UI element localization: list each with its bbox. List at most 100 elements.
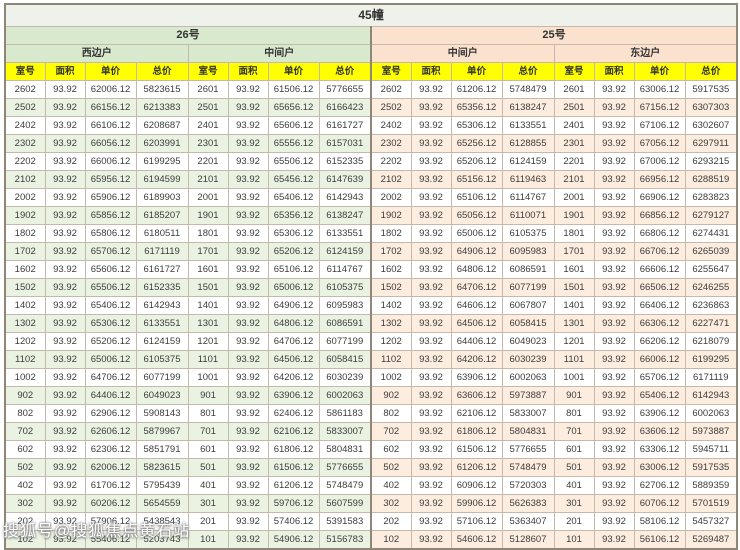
area-cell: 93.92 [410, 314, 452, 333]
room-cell: 301 [553, 494, 595, 513]
unit-price-cell: 65856.12 [84, 206, 137, 225]
total-price-cell: 6199295 [684, 350, 738, 369]
total-price-cell: 6189903 [135, 188, 189, 207]
room-cell: 101 [187, 530, 229, 550]
area-cell: 93.92 [410, 260, 452, 279]
room-cell: 2301 [187, 134, 229, 153]
total-price-cell: 6302607 [684, 116, 738, 135]
area-cell: 93.92 [410, 296, 452, 315]
room-cell: 201 [187, 512, 229, 531]
unit-price-cell: 67156.12 [633, 98, 686, 117]
unit-price-cell: 64906.12 [267, 296, 320, 315]
unit-price-cell: 65156.12 [450, 170, 503, 189]
unit-price-cell: 55406.12 [84, 530, 137, 550]
table-row: 402 93.92 61706.12 5795439 401 93.92 61206.12 5… [4, 476, 738, 495]
unit-price-cell: 64506.12 [267, 350, 320, 369]
room-cell: 1702 [370, 242, 412, 261]
total-price-cell: 6171119 [684, 368, 738, 387]
unit-price-cell: 66506.12 [633, 278, 686, 297]
area-cell: 93.92 [227, 188, 269, 207]
total-price-cell: 5748479 [501, 458, 555, 477]
unit-price-cell: 62006.12 [84, 80, 137, 99]
area-cell: 93.92 [44, 512, 86, 531]
total-price-cell: 5917535 [684, 80, 738, 99]
unit-price-cell: 65456.12 [267, 170, 320, 189]
unit-price-cell: 54606.12 [450, 530, 503, 550]
room-cell: 1601 [553, 260, 595, 279]
room-cell: 1101 [553, 350, 595, 369]
room-cell: 2001 [553, 188, 595, 207]
total-price-cell: 6124159 [318, 242, 372, 261]
room-cell: 302 [370, 494, 412, 513]
area-cell: 93.92 [410, 476, 452, 495]
area-cell: 93.92 [44, 188, 86, 207]
total-price-cell: 6307303 [684, 98, 738, 117]
unit-price-cell: 61506.12 [267, 80, 320, 99]
area-cell: 93.92 [227, 116, 269, 135]
area-cell: 93.92 [44, 314, 86, 333]
group-header-25: 25号 [369, 26, 738, 45]
column-header-room: 室号 [553, 62, 595, 81]
unit-price-cell: 60706.12 [633, 494, 686, 513]
area-cell: 93.92 [410, 368, 452, 387]
area-cell: 93.92 [593, 458, 635, 477]
area-cell: 93.92 [44, 458, 86, 477]
area-cell: 93.92 [44, 260, 86, 279]
area-cell: 93.92 [44, 278, 86, 297]
room-cell: 2601 [187, 80, 229, 99]
room-cell: 1901 [187, 206, 229, 225]
room-cell: 901 [553, 386, 595, 405]
unit-price-cell: 65006.12 [84, 350, 137, 369]
column-header-unit-price: 单价 [633, 62, 686, 81]
total-price-cell: 6255647 [684, 260, 738, 279]
room-cell: 2401 [553, 116, 595, 135]
unit-type-header-middle-26: 中间户 [187, 44, 372, 63]
total-price-cell: 5973887 [684, 422, 738, 441]
total-price-cell: 5720303 [501, 476, 555, 495]
unit-price-cell: 59906.12 [450, 494, 503, 513]
area-cell: 93.92 [593, 512, 635, 531]
total-price-cell: 5607599 [318, 494, 372, 513]
room-cell: 2302 [4, 134, 46, 153]
total-price-cell: 6124159 [501, 152, 555, 171]
area-cell: 93.92 [410, 134, 452, 153]
total-price-cell: 6105375 [318, 278, 372, 297]
column-header-unit-price: 单价 [267, 62, 320, 81]
room-cell: 2501 [187, 98, 229, 117]
unit-price-cell: 66406.12 [633, 296, 686, 315]
total-price-cell: 5889359 [684, 476, 738, 495]
total-price-cell: 5795439 [135, 476, 189, 495]
unit-price-cell: 62706.12 [633, 476, 686, 495]
total-price-cell: 6203991 [135, 134, 189, 153]
room-cell: 1402 [4, 296, 46, 315]
area-cell: 93.92 [44, 206, 86, 225]
area-cell: 93.92 [227, 494, 269, 513]
total-price-cell: 5269487 [684, 530, 738, 550]
total-price-cell: 5879967 [135, 422, 189, 441]
unit-type-header-east: 东边户 [553, 44, 738, 63]
area-cell: 93.92 [227, 314, 269, 333]
area-cell: 93.92 [593, 422, 635, 441]
total-price-cell: 6124159 [135, 332, 189, 351]
total-price-cell: 6185207 [135, 206, 189, 225]
area-cell: 93.92 [227, 98, 269, 117]
area-cell: 93.92 [410, 278, 452, 297]
room-cell: 1501 [187, 278, 229, 297]
total-price-cell: 6058415 [318, 350, 372, 369]
total-price-cell: 6152335 [318, 152, 372, 171]
unit-price-cell: 63006.12 [633, 80, 686, 99]
area-cell: 93.92 [227, 80, 269, 99]
unit-price-cell: 57106.12 [450, 512, 503, 531]
room-cell: 601 [187, 440, 229, 459]
table-row: 302 93.92 60206.12 5654559 301 93.92 59706.12 5… [4, 494, 738, 513]
area-cell: 93.92 [593, 386, 635, 405]
total-price-cell: 6157031 [318, 134, 372, 153]
total-price-cell: 6152335 [135, 278, 189, 297]
unit-price-cell: 60906.12 [450, 476, 503, 495]
unit-price-cell: 65506.12 [267, 152, 320, 171]
area-cell: 93.92 [593, 188, 635, 207]
room-cell: 902 [370, 386, 412, 405]
total-price-cell: 5156783 [318, 530, 372, 550]
unit-price-cell: 61506.12 [450, 440, 503, 459]
